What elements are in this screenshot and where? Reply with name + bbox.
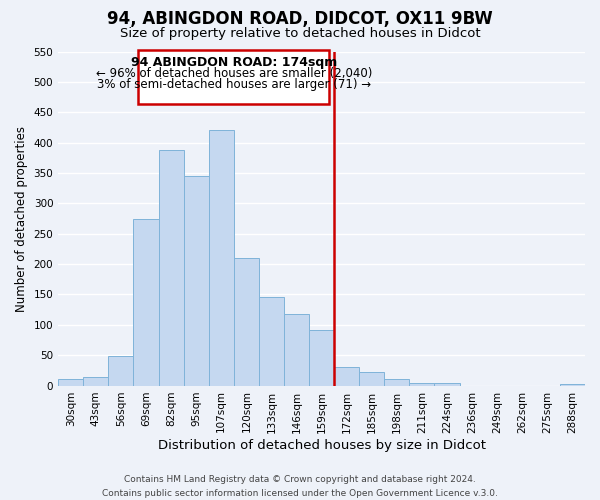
Bar (109, 356, 133, 386)
Text: ← 96% of detached houses are smaller (2,040): ← 96% of detached houses are smaller (2,… (95, 66, 372, 80)
Bar (209, 130, 234, 386)
Bar (309, 330, 334, 386)
Bar (284, 314, 309, 386)
Bar (83, 377, 109, 386)
Bar (234, 258, 259, 386)
Bar (434, 382, 460, 386)
Text: 3% of semi-detached houses are larger (71) →: 3% of semi-detached houses are larger (7… (97, 78, 371, 90)
Bar (158, 150, 184, 386)
Bar (385, 380, 409, 386)
Text: Size of property relative to detached houses in Didcot: Size of property relative to detached ho… (119, 28, 481, 40)
Bar (560, 384, 585, 386)
Bar (409, 382, 434, 386)
Text: 94, ABINGDON ROAD, DIDCOT, OX11 9BW: 94, ABINGDON ROAD, DIDCOT, OX11 9BW (107, 10, 493, 28)
Bar (58, 380, 83, 386)
Bar (359, 372, 385, 386)
FancyBboxPatch shape (139, 50, 329, 104)
Bar (259, 298, 284, 386)
Bar (133, 218, 158, 386)
Y-axis label: Number of detached properties: Number of detached properties (15, 126, 28, 312)
Bar (184, 176, 209, 386)
Bar (334, 368, 359, 386)
X-axis label: Distribution of detached houses by size in Didcot: Distribution of detached houses by size … (158, 440, 485, 452)
Text: Contains HM Land Registry data © Crown copyright and database right 2024.
Contai: Contains HM Land Registry data © Crown c… (102, 476, 498, 498)
Text: 94 ABINGDON ROAD: 174sqm: 94 ABINGDON ROAD: 174sqm (131, 56, 337, 69)
